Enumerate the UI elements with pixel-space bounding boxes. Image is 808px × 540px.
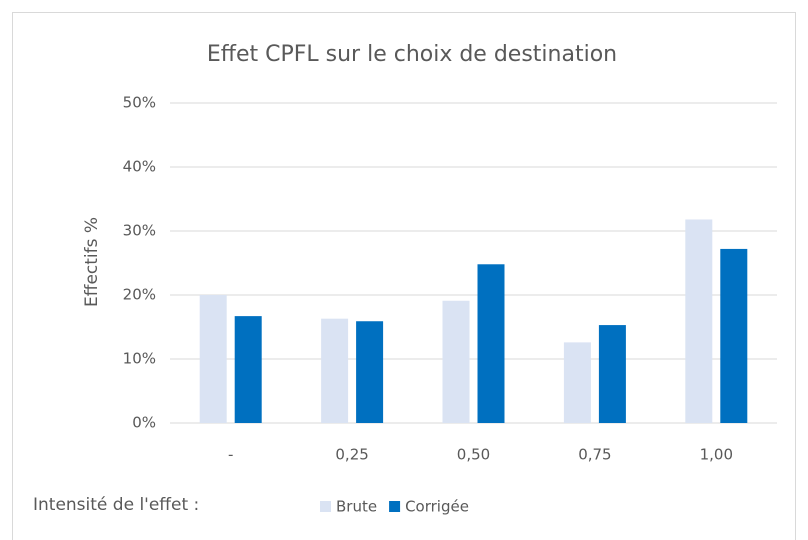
y-tick-label: 40% xyxy=(123,158,156,176)
chart-title: Effet CPFL sur le choix de destination xyxy=(207,42,617,67)
legend-swatch xyxy=(320,501,331,512)
x-axis-title: Intensité de l'effet : xyxy=(33,495,199,515)
y-tick-label: 50% xyxy=(123,94,156,112)
x-tick-label: 0,25 xyxy=(335,446,368,464)
bar xyxy=(442,300,470,423)
bar xyxy=(563,342,591,423)
x-tick-label: 0,50 xyxy=(457,446,490,464)
legend-label: Brute xyxy=(336,498,377,516)
x-tick-label: 1,00 xyxy=(700,446,733,464)
x-tick-label: 0,75 xyxy=(578,446,611,464)
y-tick-label: 30% xyxy=(123,222,156,240)
bar xyxy=(720,248,748,423)
y-tick-label: 0% xyxy=(132,414,156,432)
y-axis-title: Effectifs % xyxy=(82,217,102,307)
legend-label: Corrigée xyxy=(405,498,469,516)
bar xyxy=(356,321,384,423)
bar xyxy=(321,318,349,423)
bar xyxy=(685,219,713,423)
x-tick-label: - xyxy=(228,446,233,464)
y-tick-label: 10% xyxy=(123,350,156,368)
bar xyxy=(598,325,626,423)
chart-border xyxy=(12,12,796,540)
bar xyxy=(477,264,505,423)
legend-swatch xyxy=(389,501,401,512)
y-tick-label: 20% xyxy=(123,286,156,304)
bar xyxy=(234,316,262,423)
bar xyxy=(199,295,227,423)
